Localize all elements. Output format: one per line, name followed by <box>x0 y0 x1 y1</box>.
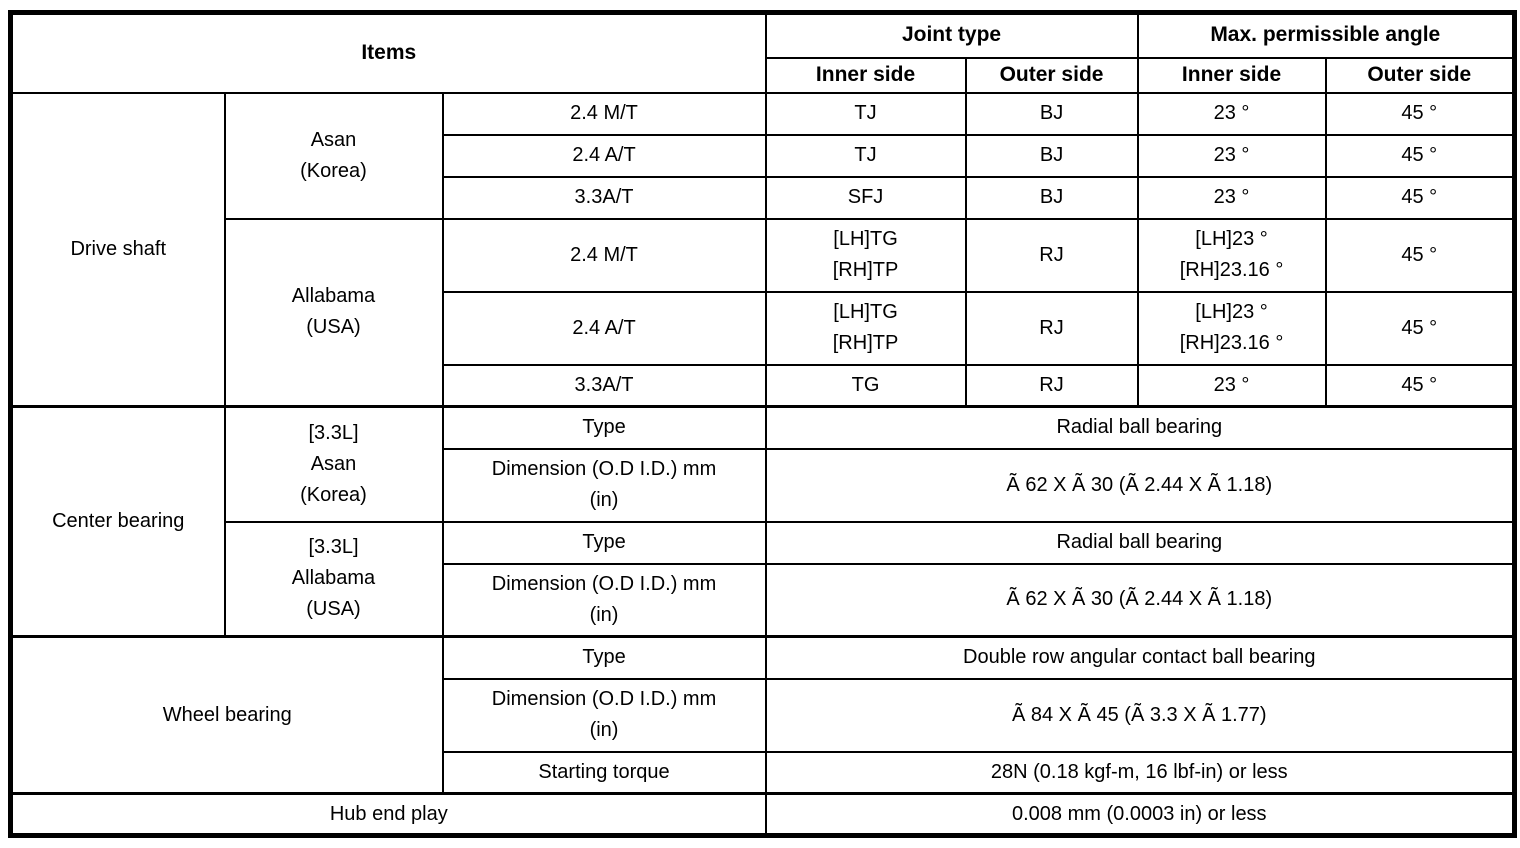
joint-outer-cell: RJ <box>964 363 1139 408</box>
variant-cell: 2.4 A/T <box>441 133 767 178</box>
angle-inner-cell: 23 ° <box>1136 363 1327 408</box>
type-value-cell: Radial ball bearing <box>764 520 1516 565</box>
table-row: Wheel bearing Type Double row angular co… <box>9 635 1516 795</box>
joint-outer-cell: BJ <box>964 91 1139 136</box>
angle-outer-cell: 45 ° <box>1324 133 1516 178</box>
table-row: Dimension (O.D I.D.) mm (in) Ã 62 X Ã 30… <box>11 562 1516 638</box>
center-bearing-allabama-label: [3.3L] Allabama (USA) <box>223 520 444 638</box>
header-joint-outer-side: Outer side <box>964 56 1139 94</box>
type-label-cell: Type <box>441 405 767 450</box>
joint-inner-cell: [LH]TG [RH]TP <box>764 217 967 293</box>
header-joint-type: Joint type <box>764 11 1139 59</box>
dimension-label-cell: Dimension (O.D I.D.) mm (in) <box>441 562 767 638</box>
joint-outer-cell: BJ <box>964 175 1139 220</box>
angle-inner-cell: [LH]23 ° [RH]23.16 ° <box>1136 290 1327 366</box>
angle-outer-cell: 45 ° <box>1324 363 1516 408</box>
center-bearing-asan-label: [3.3L] Asan (Korea) <box>223 405 444 523</box>
hub-end-play-label: Hub end play <box>9 792 767 837</box>
variant-cell: 3.3A/T <box>441 363 767 408</box>
header-angle-inner-side: Inner side <box>1136 56 1327 94</box>
angle-outer-cell: 45 ° <box>1324 290 1516 366</box>
torque-label-cell: Starting torque <box>441 750 767 795</box>
angle-inner-cell: 23 ° <box>1136 91 1327 136</box>
joint-outer-cell: BJ <box>964 133 1139 178</box>
joint-inner-cell: TJ <box>764 91 967 136</box>
spec-table: Items Joint type Max. permissible angle … <box>8 10 1518 838</box>
drive-shaft-allabama-label: Allabama (USA) <box>223 217 444 408</box>
wheel-bearing-label: Wheel bearing <box>9 635 444 795</box>
joint-outer-cell: RJ <box>964 290 1139 366</box>
dimension-value-cell: Ã 62 X Ã 30 (Ã 2.44 X Ã 1.18) <box>764 562 1516 638</box>
header-angle-outer-side: Outer side <box>1324 56 1516 94</box>
joint-outer-cell: RJ <box>964 217 1139 293</box>
angle-inner-cell: 23 ° <box>1136 175 1327 220</box>
joint-inner-cell: SFJ <box>764 175 967 220</box>
header-max-permissible-angle: Max. permissible angle <box>1136 11 1516 59</box>
type-value-cell: Double row angular contact ball bearing <box>764 635 1516 680</box>
variant-cell: 2.4 A/T <box>441 290 767 366</box>
joint-inner-cell: TJ <box>764 133 967 178</box>
dimension-value-cell: Ã 84 X Ã 45 (Ã 3.3 X Ã 1.77) <box>764 677 1516 753</box>
dimension-label-cell: Dimension (O.D I.D.) mm (in) <box>441 447 767 523</box>
table-row: Center bearing [3.3L] Asan (Korea) Type … <box>9 405 1516 638</box>
dimension-value-cell: Ã 62 X Ã 30 (Ã 2.44 X Ã 1.18) <box>764 447 1516 523</box>
table-row: Hub end play 0.008 mm (0.0003 in) or les… <box>9 792 1516 837</box>
type-label-cell: Type <box>441 520 767 565</box>
torque-value-cell: 28N (0.18 kgf-m, 16 lbf-in) or less <box>764 750 1516 795</box>
angle-inner-cell: 23 ° <box>1136 133 1327 178</box>
angle-outer-cell: 45 ° <box>1324 91 1516 136</box>
joint-inner-cell: [LH]TG [RH]TP <box>764 290 967 366</box>
angle-inner-cell: [LH]23 ° [RH]23.16 ° <box>1136 217 1327 293</box>
type-label-cell: Type <box>441 635 767 680</box>
table-row: Starting torque 28N (0.18 kgf-m, 16 lbf-… <box>11 750 1516 795</box>
variant-cell: 2.4 M/T <box>441 217 767 293</box>
center-bearing-label: Center bearing <box>9 405 226 638</box>
table-row: Allabama (USA) 2.4 M/T [LH]TG [RH]TP RJ … <box>11 217 1516 408</box>
angle-outer-cell: 45 ° <box>1324 175 1516 220</box>
header-items: Items <box>9 11 767 94</box>
table-row: 3.3A/T SFJ BJ 23 ° 45 ° <box>11 175 1516 220</box>
table-row: Dimension (O.D I.D.) mm (in) Ã 84 X Ã 45… <box>11 677 1516 753</box>
dimension-label-cell: Dimension (O.D I.D.) mm (in) <box>441 677 767 753</box>
joint-inner-cell: TG <box>764 363 967 408</box>
type-value-cell: Radial ball bearing <box>764 405 1516 450</box>
table-row: [3.3L] Allabama (USA) Type Radial ball b… <box>11 520 1516 638</box>
hub-end-play-value: 0.008 mm (0.0003 in) or less <box>764 792 1516 837</box>
table-row: Dimension (O.D I.D.) mm (in) Ã 62 X Ã 30… <box>11 447 1516 523</box>
table-row: 2.4 A/T TJ BJ 23 ° 45 ° <box>11 133 1516 178</box>
angle-outer-cell: 45 ° <box>1324 217 1516 293</box>
variant-cell: 2.4 M/T <box>441 91 767 136</box>
drive-shaft-asan-label: Asan (Korea) <box>223 91 444 220</box>
table-row: 3.3A/T TG RJ 23 ° 45 ° <box>11 363 1516 408</box>
table-row: 2.4 A/T [LH]TG [RH]TP RJ [LH]23 ° [RH]23… <box>11 290 1516 366</box>
variant-cell: 3.3A/T <box>441 175 767 220</box>
header-joint-inner-side: Inner side <box>764 56 967 94</box>
drive-shaft-label: Drive shaft <box>9 91 226 408</box>
table-row: Drive shaft Asan (Korea) 2.4 M/T TJ BJ 2… <box>9 91 1516 408</box>
